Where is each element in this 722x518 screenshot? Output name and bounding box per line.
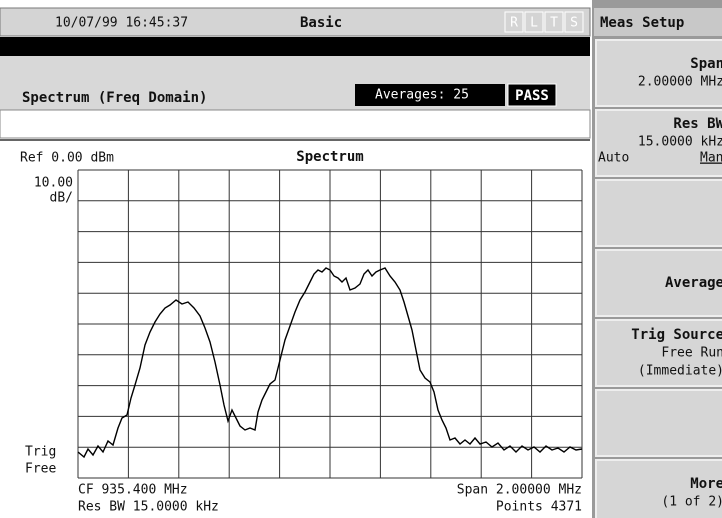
trigger-mode: Free [25, 462, 56, 477]
indicator-box [524, 11, 544, 33]
softkey-value: 2.00000 MHz [638, 75, 722, 90]
header-bar [0, 7, 591, 37]
indicator-box [564, 11, 584, 33]
softkey[interactable] [595, 39, 722, 107]
softkey-label: Span [690, 56, 722, 72]
grid [77, 169, 583, 479]
softkey[interactable] [595, 319, 722, 387]
status: PASS [515, 88, 549, 104]
display-title: Spectrum [296, 149, 363, 165]
softkey[interactable] [595, 179, 722, 247]
softkey-value: (1 of 2) [661, 495, 722, 510]
measurement-name: Spectrum (Freq Domain) [22, 90, 207, 106]
softkey-value: 15.0000 kHz [638, 135, 722, 150]
softkey-label: More [690, 476, 722, 492]
points: Points 4371 [496, 500, 582, 515]
ref-level: Ref 0.00 dBm [20, 151, 114, 166]
softkey-value: Free Run [661, 346, 722, 361]
softkeys: Span 2.00000 MHz Res BW 15.0000 kHz Auto Man A… [595, 39, 722, 518]
entry-bar [0, 109, 591, 139]
center-freq: CF 935.400 MHz [78, 483, 188, 498]
averages: Averages: 25 [375, 88, 469, 103]
indicator: R [510, 16, 518, 31]
scale-unit: dB/ [50, 191, 73, 206]
softkey[interactable] [595, 249, 722, 317]
softkey-option: Man [700, 151, 722, 166]
softkey-option: Auto [598, 151, 629, 166]
softkey-label: Res BW [673, 116, 722, 132]
indicator: L [530, 16, 538, 31]
indicator: S [570, 16, 578, 31]
softkey-label: Trig Source [631, 327, 722, 343]
indicator-box [504, 11, 524, 33]
message-bar [0, 37, 590, 56]
trace [77, 267, 583, 459]
span: Span 2.00000 MHz [457, 483, 582, 498]
indicator: T [550, 16, 558, 31]
menu-title: Meas Setup [600, 15, 684, 31]
softkey[interactable] [595, 109, 722, 177]
datetime: 10/07/99 16:45:37 [55, 16, 188, 31]
softkey[interactable] [595, 389, 722, 457]
softkey[interactable] [595, 459, 722, 518]
res-bw: Res BW 15.0000 kHz [78, 500, 219, 515]
menu-header [594, 8, 722, 36]
indicator-box [544, 11, 564, 33]
mode: Basic [300, 15, 342, 31]
softkey-detail: (Immediate) [638, 364, 722, 379]
softkey-label: Average [665, 275, 722, 291]
status-box [507, 83, 557, 107]
trigger: Trig [25, 445, 56, 460]
scale: 10.00 [34, 176, 73, 191]
averages-box [355, 84, 505, 106]
